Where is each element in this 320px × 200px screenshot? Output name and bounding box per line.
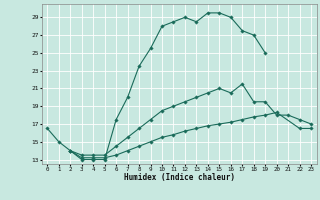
X-axis label: Humidex (Indice chaleur): Humidex (Indice chaleur) (124, 173, 235, 182)
